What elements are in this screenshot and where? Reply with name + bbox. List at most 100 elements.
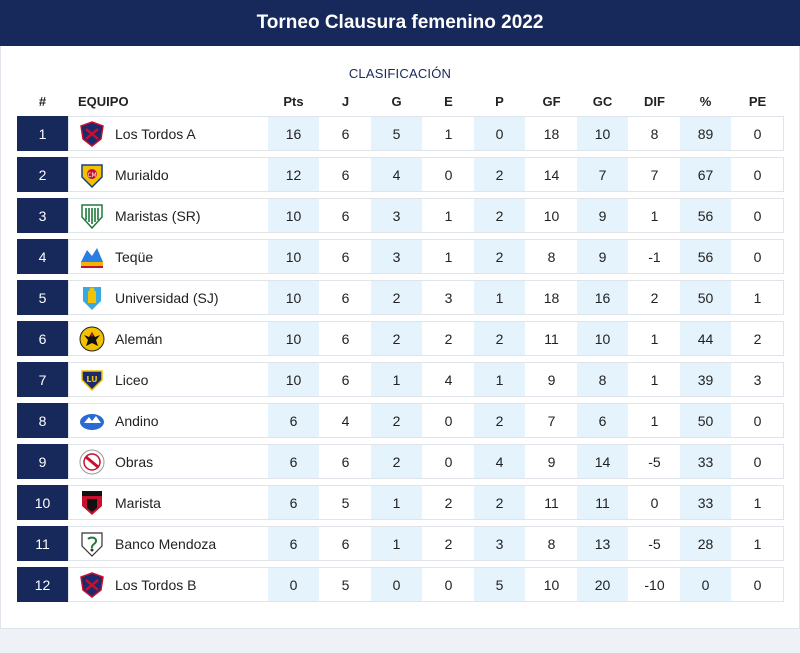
cell-pts: 6 [268, 486, 319, 519]
cell-dif: 8 [650, 125, 659, 142]
row-background [68, 567, 784, 602]
cell-gc: 10 [577, 322, 628, 355]
team-name: Universidad (SJ) [115, 289, 219, 306]
cell-gc: 9 [577, 240, 628, 273]
cell-gc: 10 [577, 117, 628, 150]
position-badge: 6 [17, 321, 68, 356]
table-row: 12 Los Tordos B 0 5 0 0 5 10 20 -10 0 0 [17, 567, 784, 602]
cell-g: 2 [371, 445, 422, 478]
cell-j: 6 [341, 207, 350, 224]
cell-dif: -5 [648, 453, 661, 470]
team-name: Marista [115, 494, 161, 511]
cell-j: 6 [341, 371, 350, 388]
cell-gc: 20 [577, 568, 628, 601]
team-name: Liceo [115, 371, 149, 388]
row-background [68, 485, 784, 520]
table-row: 7 LU Liceo 10 6 1 4 1 9 8 1 39 3 [17, 362, 784, 397]
cell-pct: 50 [680, 281, 731, 314]
col-pos: # [38, 93, 47, 109]
team-name: Obras [115, 453, 154, 470]
cell-pe: 0 [753, 248, 762, 265]
cell-pts: 10 [268, 199, 319, 232]
cell-e: 1 [444, 248, 453, 265]
cell-g: 1 [371, 486, 422, 519]
cell-e: 0 [444, 166, 453, 183]
col-pct: % [699, 93, 712, 109]
cell-gc: 14 [577, 445, 628, 478]
cell-g: 0 [371, 568, 422, 601]
cell-j: 4 [341, 412, 350, 429]
cell-gc: 16 [577, 281, 628, 314]
position-badge: 9 [17, 444, 68, 479]
cell-pe: 0 [753, 412, 762, 429]
position-badge: 11 [17, 526, 68, 561]
cell-gf: 10 [543, 207, 560, 224]
cell-e: 2 [444, 535, 453, 552]
team-name: Murialdo [115, 166, 169, 183]
page-title: Torneo Clausura femenino 2022 [256, 12, 544, 33]
banco-mendoza-shield-icon [79, 531, 105, 557]
cell-pe: 0 [753, 166, 762, 183]
col-g: G [391, 93, 402, 109]
cell-dif: -1 [648, 248, 661, 265]
svg-text:LU: LU [86, 375, 97, 384]
cell-gc: 9 [577, 199, 628, 232]
cell-gc: 7 [577, 158, 628, 191]
liceo-shield-icon: LU [79, 367, 105, 393]
team-name: Los Tordos B [115, 576, 197, 593]
cell-pct: 39 [680, 363, 731, 396]
table-row: 3 Maristas (SR) 10 6 3 1 2 10 9 1 56 0 [17, 198, 784, 233]
cell-pe: 0 [753, 576, 762, 593]
cell-e: 0 [444, 453, 453, 470]
position-badge: 8 [17, 403, 68, 438]
cell-g: 1 [371, 363, 422, 396]
position-badge: 12 [17, 567, 68, 602]
cell-pts: 6 [268, 527, 319, 560]
cell-dif: 7 [650, 166, 659, 183]
cell-dif: 1 [650, 412, 659, 429]
cell-gc: 11 [577, 486, 628, 519]
murialdo-shield-icon: CM [79, 162, 105, 189]
cell-gf: 18 [543, 125, 560, 142]
col-gf: GF [542, 93, 561, 109]
cell-e: 4 [444, 371, 453, 388]
position-badge: 2 [17, 157, 68, 192]
cell-j: 6 [341, 453, 350, 470]
cell-pe: 1 [753, 494, 762, 511]
cell-g: 4 [371, 158, 422, 191]
cell-pe: 2 [753, 330, 762, 347]
cell-g: 2 [371, 281, 422, 314]
cell-e: 0 [444, 412, 453, 429]
cell-pct: 89 [680, 117, 731, 150]
cell-pts: 12 [268, 158, 319, 191]
cell-g: 1 [371, 527, 422, 560]
cell-pct: 50 [680, 404, 731, 437]
cell-g: 2 [371, 404, 422, 437]
cell-g: 3 [371, 240, 422, 273]
table-row: 9 Obras 6 6 2 0 4 9 14 -5 33 0 [17, 444, 784, 479]
cell-p: 4 [474, 445, 525, 478]
table-row: 2 CM Murialdo 12 6 4 0 2 14 7 7 67 0 [17, 157, 784, 192]
position-badge: 3 [17, 198, 68, 233]
cell-pts: 10 [268, 322, 319, 355]
tordos-shield-icon [79, 121, 105, 147]
cell-gf: 7 [547, 412, 556, 429]
table-row: 10 Marista 6 5 1 2 2 11 11 0 33 1 [17, 485, 784, 520]
tordos-shield-icon [79, 572, 105, 598]
cell-e: 1 [444, 125, 453, 142]
cell-gf: 11 [544, 330, 559, 347]
cell-pct: 56 [680, 199, 731, 232]
row-background [68, 157, 784, 192]
cell-j: 6 [341, 289, 350, 306]
andino-logo-icon [79, 408, 105, 434]
col-j: J [341, 93, 350, 109]
cell-j: 6 [341, 535, 350, 552]
row-background [68, 526, 784, 561]
cell-pct: 44 [680, 322, 731, 355]
cell-e: 2 [444, 494, 453, 511]
cell-gf: 10 [543, 576, 560, 593]
cell-p: 2 [474, 322, 525, 355]
cell-e: 3 [444, 289, 453, 306]
cell-p: 2 [474, 486, 525, 519]
cell-p: 0 [474, 117, 525, 150]
